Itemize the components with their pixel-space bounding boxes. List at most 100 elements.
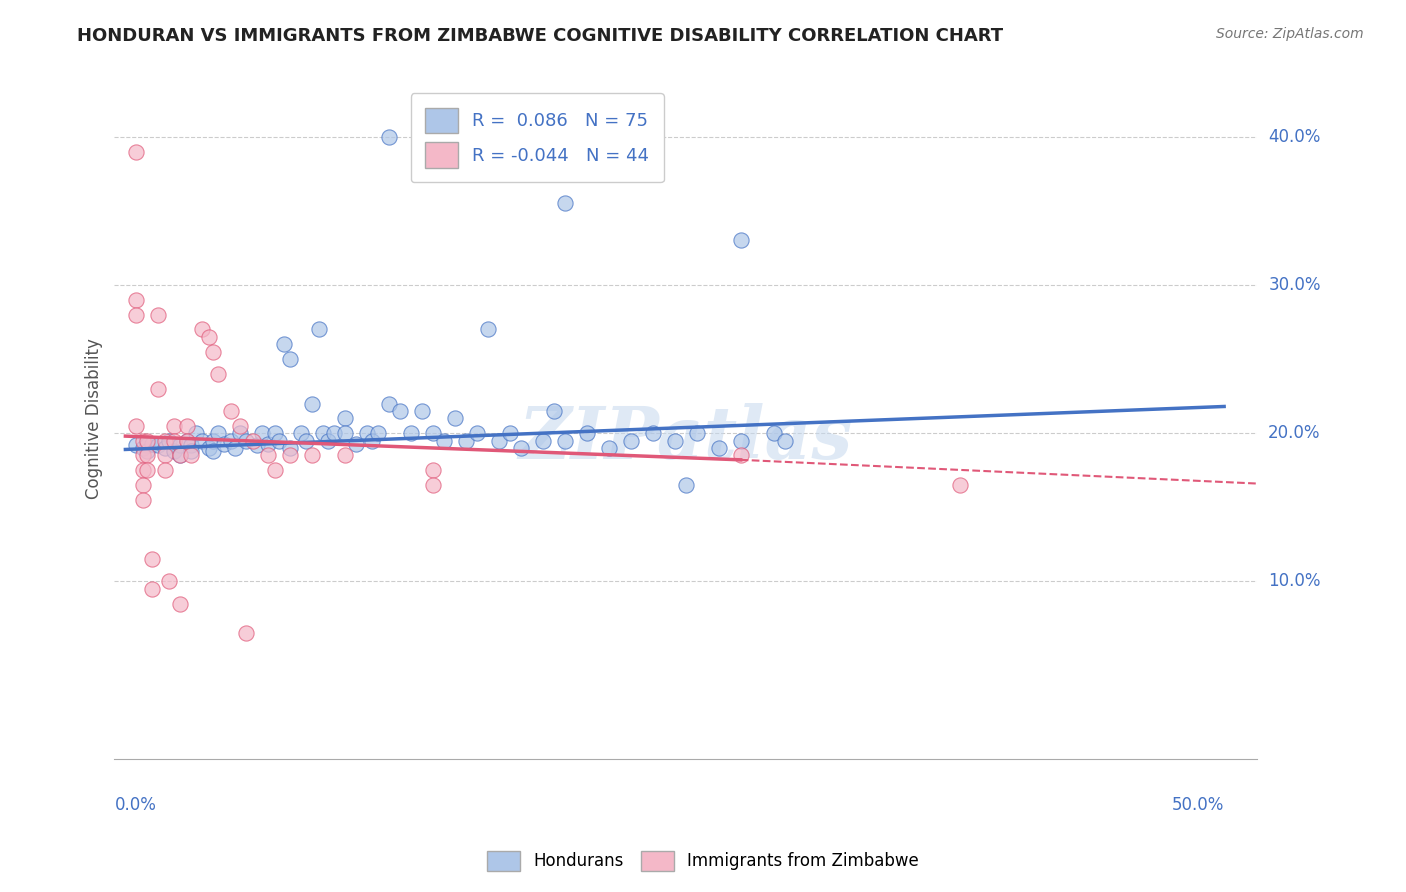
Point	[554, 196, 576, 211]
Point	[132, 478, 155, 492]
Text: 40.0%: 40.0%	[1268, 128, 1320, 145]
Point	[169, 597, 191, 611]
Y-axis label: Cognitive Disability: Cognitive Disability	[86, 338, 103, 499]
Point	[202, 444, 225, 458]
Point	[730, 434, 752, 448]
Point	[136, 434, 159, 448]
Point	[136, 444, 159, 458]
Point	[308, 322, 330, 336]
Point	[762, 426, 785, 441]
Point	[163, 418, 186, 433]
Point	[125, 293, 148, 307]
Point	[148, 308, 170, 322]
Point	[389, 404, 412, 418]
Point	[263, 426, 285, 441]
Point	[125, 308, 148, 322]
Point	[301, 449, 323, 463]
Point	[235, 434, 257, 448]
Point	[598, 441, 620, 455]
Point	[132, 434, 155, 448]
Text: 10.0%: 10.0%	[1268, 573, 1320, 591]
Point	[224, 441, 246, 455]
Point	[191, 322, 214, 336]
Point	[136, 438, 159, 452]
Point	[214, 436, 236, 450]
Point	[278, 441, 301, 455]
Point	[202, 344, 225, 359]
Point	[323, 426, 346, 441]
Point	[246, 438, 269, 452]
Point	[422, 426, 444, 441]
Point	[477, 322, 499, 336]
Point	[141, 582, 163, 596]
Text: 20.0%: 20.0%	[1268, 425, 1320, 442]
Point	[301, 396, 323, 410]
Point	[399, 426, 422, 441]
Legend: R =  0.086   N = 75, R = -0.044   N = 44: R = 0.086 N = 75, R = -0.044 N = 44	[411, 94, 664, 182]
Text: Source: ZipAtlas.com: Source: ZipAtlas.com	[1216, 27, 1364, 41]
Point	[132, 492, 155, 507]
Point	[278, 449, 301, 463]
Point	[686, 426, 709, 441]
Point	[356, 426, 378, 441]
Point	[157, 434, 180, 448]
Text: 30.0%: 30.0%	[1268, 276, 1320, 294]
Point	[141, 552, 163, 566]
Point	[949, 478, 972, 492]
Point	[554, 434, 576, 448]
Point	[191, 434, 214, 448]
Point	[730, 234, 752, 248]
Point	[242, 434, 264, 448]
Point	[153, 434, 176, 448]
Point	[773, 434, 796, 448]
Point	[169, 449, 191, 463]
Point	[273, 337, 295, 351]
Point	[422, 478, 444, 492]
Point	[169, 449, 191, 463]
Point	[575, 426, 598, 441]
Point	[132, 441, 155, 455]
Point	[316, 434, 339, 448]
Point	[378, 129, 401, 144]
Point	[176, 418, 198, 433]
Point	[488, 434, 510, 448]
Point	[180, 444, 202, 458]
Point	[422, 463, 444, 477]
Point	[290, 426, 312, 441]
Point	[411, 404, 433, 418]
Point	[136, 449, 159, 463]
Point	[543, 404, 565, 418]
Point	[157, 574, 180, 589]
Point	[707, 441, 730, 455]
Point	[176, 434, 198, 448]
Point	[180, 449, 202, 463]
Point	[169, 438, 191, 452]
Point	[465, 426, 488, 441]
Point	[148, 382, 170, 396]
Point	[136, 463, 159, 477]
Point	[153, 449, 176, 463]
Point	[228, 418, 250, 433]
Point	[378, 396, 401, 410]
Point	[344, 436, 367, 450]
Point	[360, 434, 382, 448]
Point	[163, 434, 186, 448]
Point	[531, 434, 554, 448]
Point	[235, 626, 257, 640]
Point	[333, 411, 356, 425]
Point	[163, 444, 186, 458]
Point	[202, 434, 225, 448]
Point	[269, 434, 291, 448]
Point	[499, 426, 522, 441]
Point	[198, 330, 221, 344]
Point	[184, 426, 207, 441]
Point	[263, 463, 285, 477]
Point	[176, 434, 198, 448]
Point	[294, 434, 316, 448]
Point	[333, 449, 356, 463]
Point	[367, 426, 389, 441]
Point	[250, 426, 273, 441]
Point	[730, 449, 752, 463]
Point	[125, 418, 148, 433]
Point	[148, 438, 170, 452]
